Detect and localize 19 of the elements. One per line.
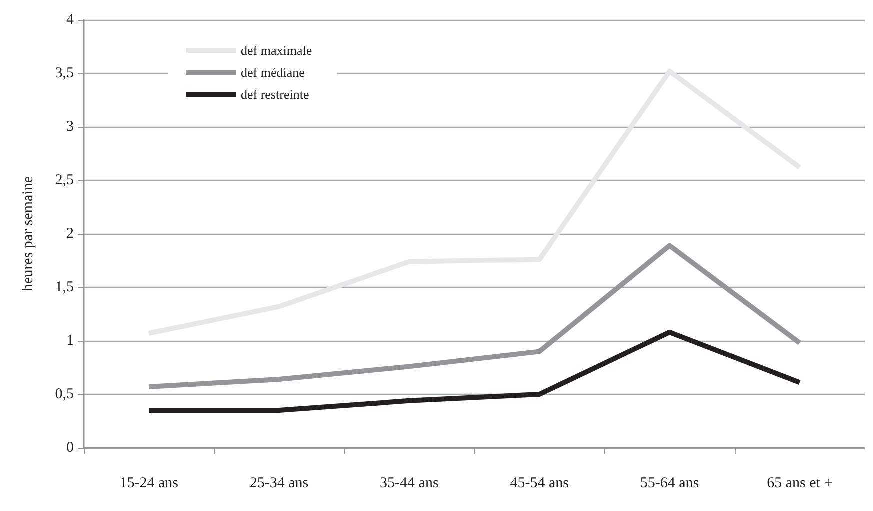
- y-tick-label: 1: [66, 333, 74, 349]
- y-tick-label: 1,5: [55, 280, 74, 296]
- legend-label: def maximale: [241, 43, 312, 58]
- y-tick-label: 0: [66, 440, 74, 456]
- x-tick-label: 55-64 ans: [640, 476, 700, 492]
- y-tick-label: 3: [66, 119, 74, 135]
- legend-label: def restreinte: [241, 87, 310, 102]
- y-tick-label: 4: [66, 12, 74, 28]
- x-tick-label: 35-44 ans: [380, 476, 439, 492]
- x-tick-label: 65 ans et +: [767, 476, 833, 492]
- x-tick-label: 45-54 ans: [510, 476, 570, 492]
- y-tick-label: 0,5: [55, 386, 74, 402]
- y-tick-label: 2,5: [55, 172, 74, 188]
- y-tick-label: 2: [66, 226, 74, 242]
- x-tick-label: 25-34 ans: [250, 476, 309, 492]
- legend-label: def médiane: [241, 65, 306, 80]
- y-tick-label: 3,5: [55, 66, 74, 82]
- x-tick-label: 15-24 ans: [120, 476, 179, 492]
- y-axis-title: heures par semaine: [20, 176, 36, 292]
